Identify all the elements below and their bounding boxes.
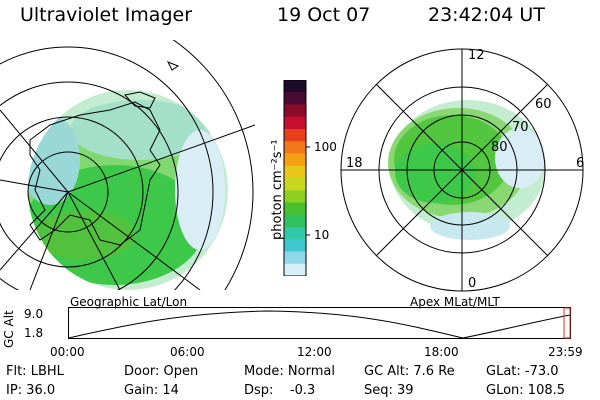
glon-info: GLon: 108.5 <box>486 383 566 398</box>
colorbar-stripe <box>284 104 306 118</box>
continent-outline <box>29 101 161 246</box>
mlat-70-label: 70 <box>512 120 529 135</box>
timeline-xtick-0: 00:00 <box>50 345 85 359</box>
geographic-image <box>0 40 256 290</box>
filter-info: Flt: LBHL <box>6 364 64 379</box>
colorbar-stripe <box>284 141 306 154</box>
aurora-disk-left <box>28 90 228 290</box>
seq-info: Seq: 39 <box>364 383 414 398</box>
colorbar-stripe <box>284 153 306 167</box>
timeline-ytick-low: 1.8 <box>24 326 44 340</box>
colorbar-stripe <box>284 129 306 142</box>
colorbar-stripe <box>284 227 306 240</box>
colorbar-stripe <box>284 178 306 191</box>
colorbar-stripe <box>284 251 306 265</box>
mlt-0-label: 0 <box>468 276 477 291</box>
door-info: Door: Open <box>124 364 199 379</box>
date-label: 19 Oct 07 <box>277 4 371 26</box>
gc-alt-info: GC Alt: 7.6 Re <box>364 364 455 379</box>
timeline-ytick-high: 9.0 <box>24 307 44 321</box>
colorbar-stripe <box>284 116 306 130</box>
mlat-80-label: 80 <box>491 140 508 155</box>
ip-info: IP: 36.0 <box>6 383 56 398</box>
colorbar-stripe <box>284 214 306 228</box>
colorbar-tick-100: 100 <box>314 140 337 154</box>
timeline-xtick-4: 23:59 <box>548 345 583 359</box>
mode-info: Mode: Normal <box>244 364 335 379</box>
left-panel-caption: Geographic Lat/Lon <box>70 295 188 309</box>
colorbar-stripe <box>284 92 306 105</box>
altitude-timeline <box>68 307 571 339</box>
mlt-12-label: 12 <box>468 48 485 63</box>
colorbar-stripe <box>284 263 306 276</box>
gain-info: Gain: 14 <box>124 383 179 398</box>
mlt-6-label: 6 <box>576 156 585 171</box>
colorbar-stripe <box>284 239 306 252</box>
dsp-info: Dsp: -0.3 <box>244 383 316 398</box>
colorbar-stripe <box>284 190 306 203</box>
colorbar-tick-10: 10 <box>314 228 330 242</box>
polar-image <box>340 48 584 292</box>
colorbar <box>283 80 310 276</box>
glat-info: GLat: -73.0 <box>486 364 559 379</box>
colorbar-stripe <box>284 80 306 93</box>
timeline-axis-label: GC Alt <box>2 310 16 348</box>
timeline-xtick-3: 18:00 <box>424 345 459 359</box>
instrument-title: Ultraviolet Imager <box>20 4 193 26</box>
colorbar-stripe <box>284 165 306 179</box>
right-panel-caption: Apex MLat/MLT <box>410 295 500 309</box>
mlat-60-label: 60 <box>535 97 552 112</box>
timeline-xtick-2: 12:00 <box>297 345 332 359</box>
altitude-curve <box>68 310 571 339</box>
current-time-marker <box>563 307 571 339</box>
colorbar-stripe <box>284 202 306 216</box>
colorbar-unit-label: photon cm⁻²s⁻¹ <box>270 139 285 240</box>
time-label: 23:42:04 UT <box>428 4 545 26</box>
mlt-18-label: 18 <box>346 156 363 171</box>
timeline-xtick-1: 06:00 <box>170 345 205 359</box>
